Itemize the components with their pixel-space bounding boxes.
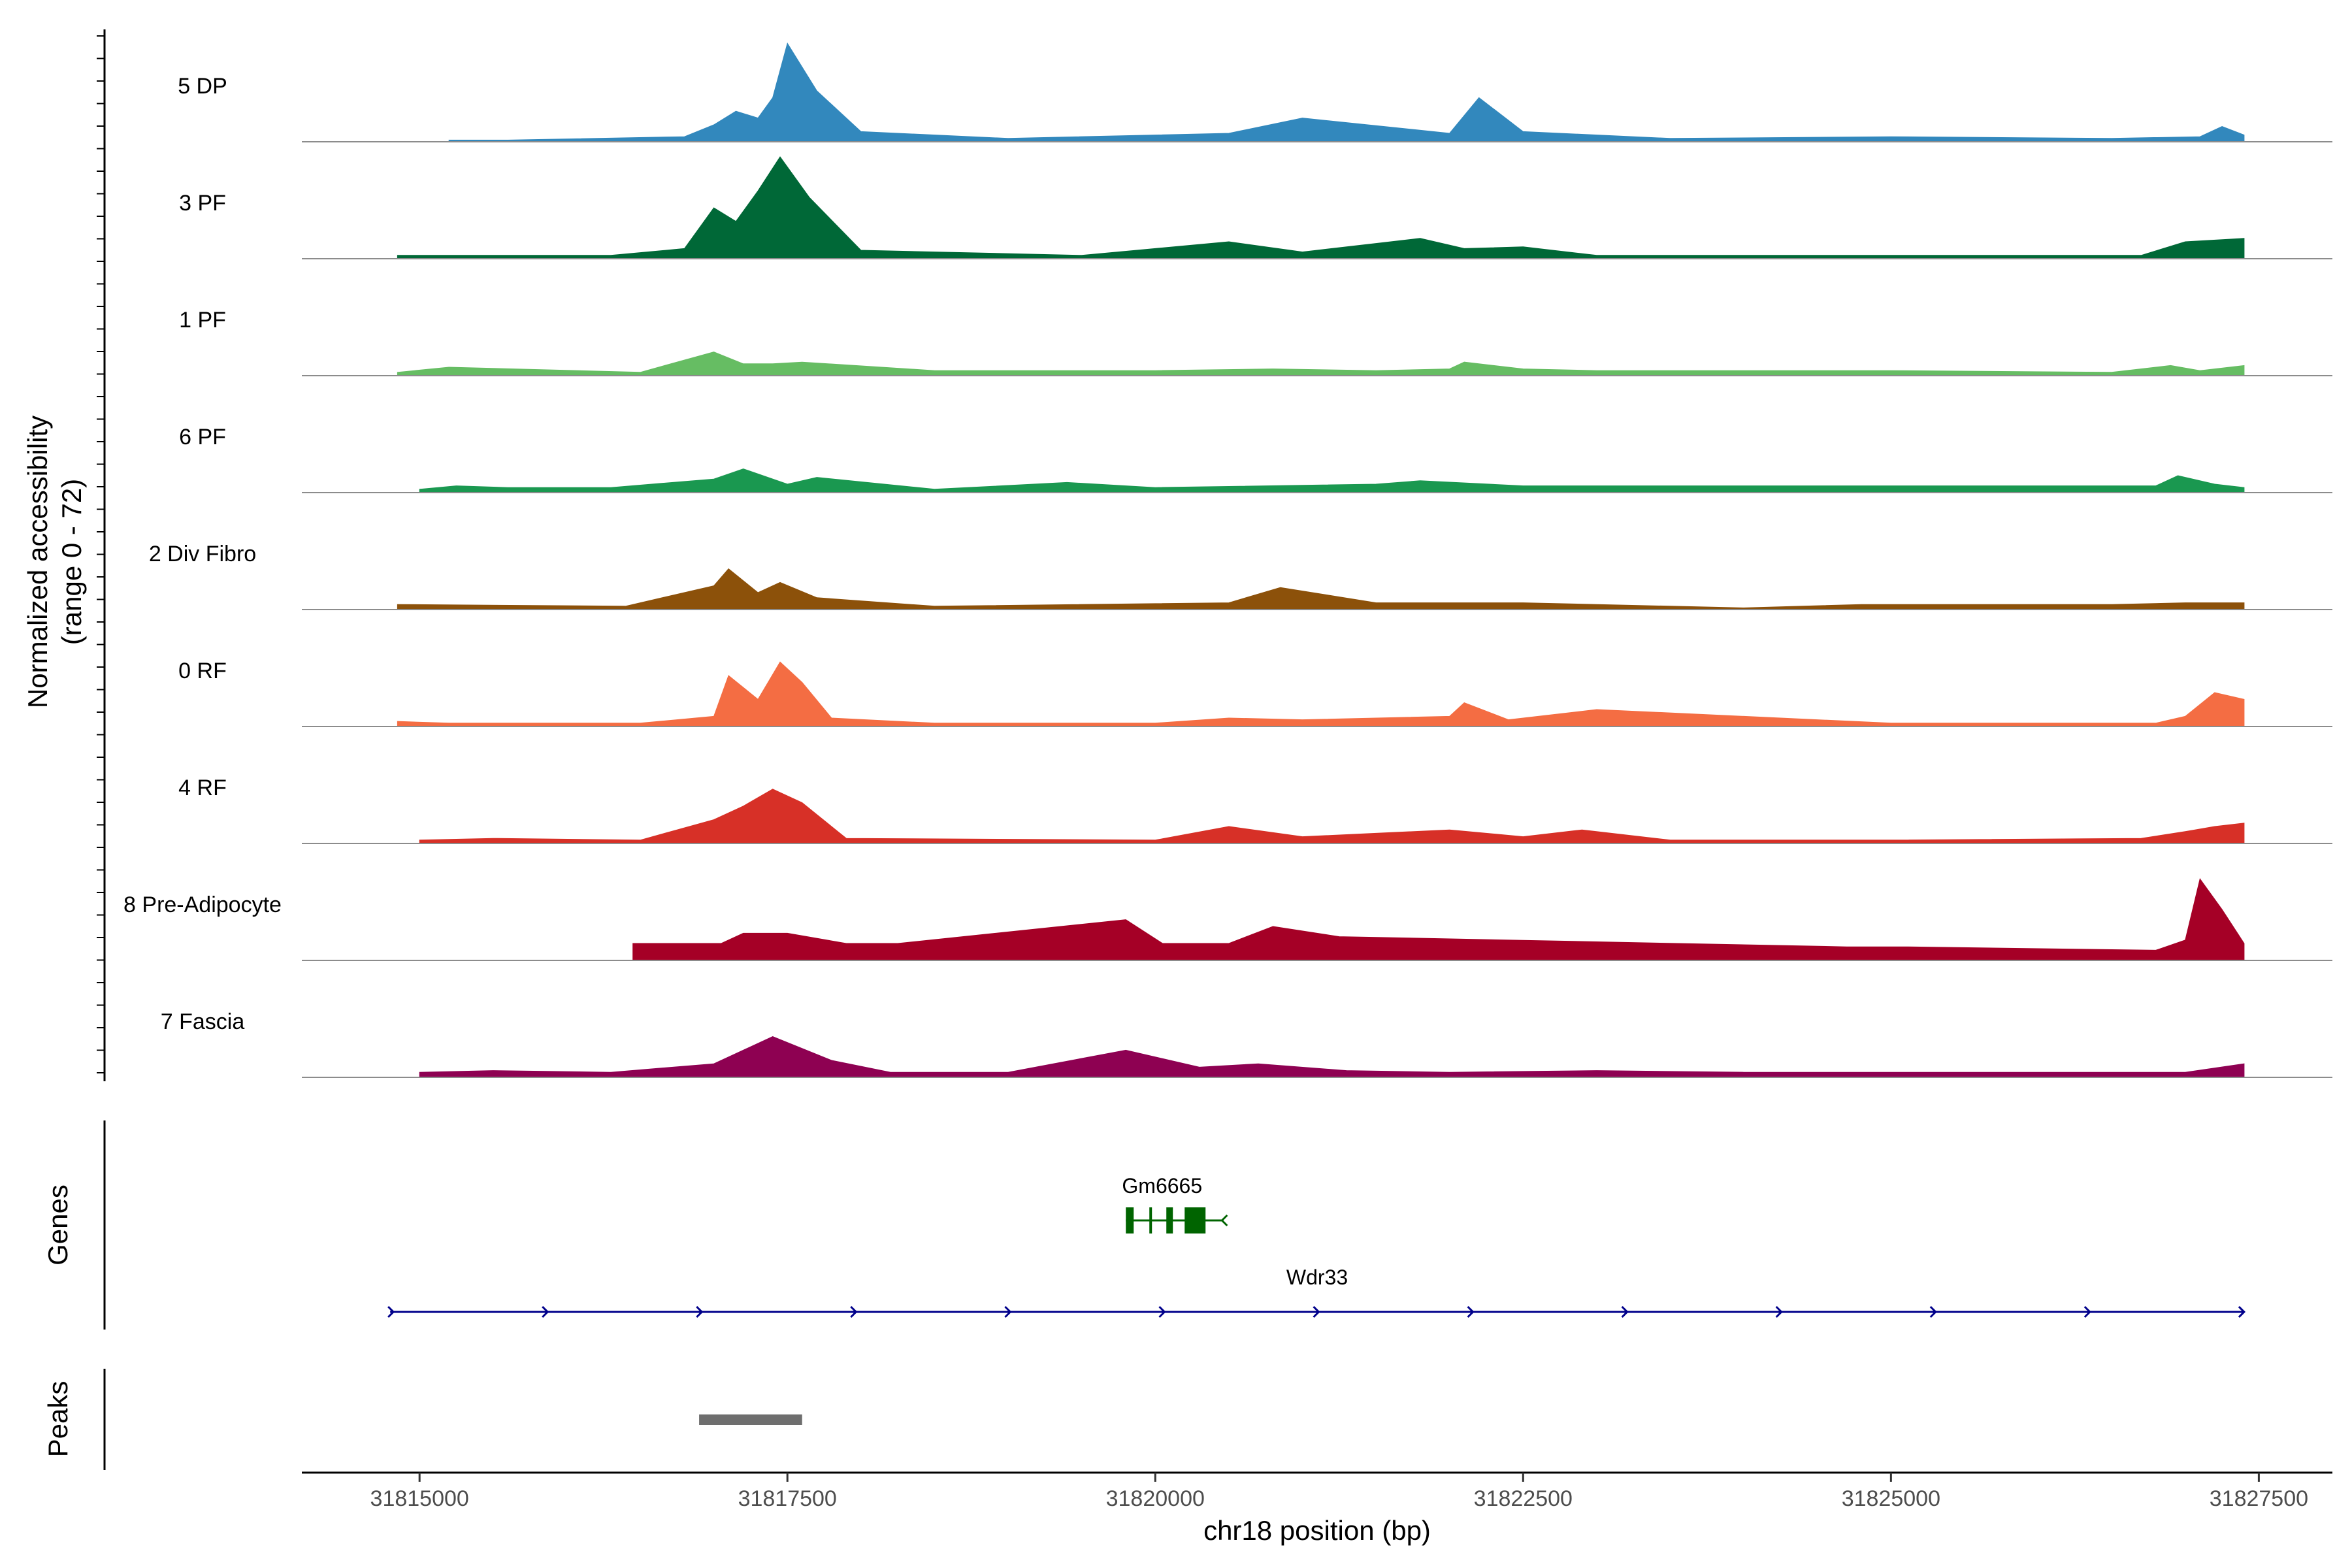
gene-strand-arrow (2238, 1305, 2246, 1318)
track-7-fascia: 7 Fascia (161, 1009, 2332, 1078)
coverage-area (397, 661, 2245, 727)
track-0-rf: 0 RF (178, 659, 2332, 727)
track-label: 4 RF (178, 776, 227, 800)
gene-strand-arrow (542, 1305, 549, 1318)
gene-label: Gm6665 (1122, 1174, 1202, 1198)
coverage-area (397, 568, 2245, 610)
peak-bar (699, 1414, 802, 1425)
x-axis-title: chr18 position (bp) (1203, 1515, 1431, 1546)
coverage-y-axis-ticks (97, 35, 105, 1073)
gene-strand-arrow (1158, 1305, 1166, 1318)
coverage-area (419, 789, 2245, 844)
gene-gm6665: Gm6665 (1122, 1174, 1228, 1233)
track-2-div-fibro: 2 Div Fibro (149, 542, 2332, 610)
track-3-pf: 3 PF (179, 156, 2332, 259)
genes-track: Gm6665 Wdr33 (387, 1174, 2246, 1318)
peaks-track (699, 1414, 802, 1425)
gene-label: Wdr33 (1286, 1266, 1348, 1289)
gene-exon (1184, 1207, 1206, 1233)
genes-track-label: Genes (42, 1184, 73, 1266)
track-8-pre-adipocyte: 8 Pre-Adipocyte (123, 878, 2332, 961)
coverage-area (397, 156, 2245, 259)
gene-exon (1166, 1207, 1173, 1233)
gene-strand-arrow (1621, 1305, 1629, 1318)
track-label: 3 PF (179, 191, 226, 216)
x-tick-label: 31825000 (1842, 1486, 1940, 1511)
coverage-area (419, 1036, 2245, 1078)
track-1-pf: 1 PF (179, 308, 2332, 376)
gene-wdr33: Wdr33 (387, 1266, 2246, 1318)
gene-strand-arrow (2083, 1305, 2091, 1318)
y-axis-range: (range 0 - 72) (56, 479, 87, 645)
gene-strand-arrow (1313, 1305, 1320, 1318)
track-6-pf: 6 PF (179, 425, 2332, 493)
x-tick-label: 31820000 (1106, 1486, 1205, 1511)
track-label: 6 PF (179, 425, 226, 449)
coverage-tracks: 5 DP 3 PF 1 PF 6 PF 2 Div Fibro 0 RF 4 RF 8 Pre… (123, 42, 2332, 1078)
gene-strand-arrow (387, 1305, 395, 1318)
gene-strand-arrow (696, 1305, 704, 1318)
gene-strand-arrow (1004, 1305, 1012, 1318)
gene-exon (1149, 1207, 1152, 1233)
track-label: 5 DP (178, 74, 227, 99)
coverage-area (419, 468, 2245, 493)
gene-strand-arrow (1220, 1214, 1228, 1227)
track-4-rf: 4 RF (178, 776, 2332, 844)
track-label: 2 Div Fibro (149, 542, 256, 566)
x-tick-label: 31822500 (1474, 1486, 1573, 1511)
coverage-area (448, 42, 2245, 142)
x-tick-label: 31815000 (370, 1486, 469, 1511)
track-label: 1 PF (179, 308, 226, 333)
track-5-dp: 5 DP (178, 42, 2332, 142)
x-tick-label: 31817500 (738, 1486, 837, 1511)
y-axis-title: Normalized accessibility (22, 416, 53, 708)
gene-strand-arrow (1467, 1305, 1475, 1318)
coverage-area (397, 351, 2245, 376)
peaks-track-label: Peaks (42, 1381, 73, 1458)
gene-strand-arrow (850, 1305, 858, 1318)
track-label: 7 Fascia (161, 1009, 245, 1034)
coverage-area (632, 878, 2245, 961)
gene-strand-arrow (1929, 1305, 1937, 1318)
track-label: 8 Pre-Adipocyte (123, 892, 282, 917)
x-tick-label: 31827500 (2210, 1486, 2308, 1511)
track-label: 0 RF (178, 659, 227, 683)
gene-strand-arrow (1775, 1305, 1783, 1318)
gene-exon (1126, 1207, 1134, 1233)
x-axis-ticks: 31815000 31817500 31820000 31822500 31825000… (370, 1473, 2308, 1511)
